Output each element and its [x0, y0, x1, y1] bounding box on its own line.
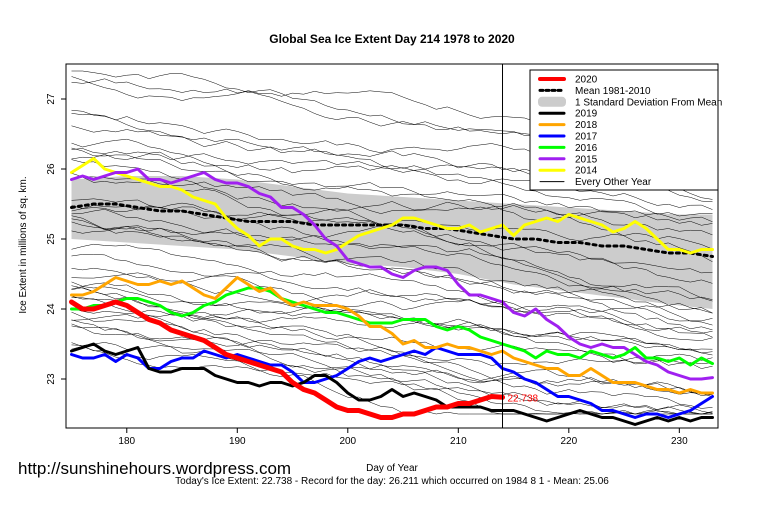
- every-other-year-line: [71, 243, 713, 334]
- every-other-year-line: [71, 147, 713, 226]
- legend-label: Mean 1981-2010: [575, 86, 651, 97]
- x-tick-label: 180: [118, 436, 135, 447]
- sd-band: [71, 176, 713, 309]
- every-other-year-line: [71, 215, 713, 331]
- y-axis-label: Ice Extent in millions of sq. km.: [18, 176, 29, 313]
- every-other-year-line: [71, 176, 713, 236]
- legend-label: 2015: [575, 154, 598, 165]
- series-line-2019: [70, 342, 714, 426]
- legend-label: 2020: [575, 75, 598, 86]
- source-url: http://sunshinehours.wordpress.com: [18, 459, 291, 478]
- y-tick-label: 24: [46, 303, 57, 315]
- every-other-year-line: [71, 323, 713, 409]
- every-other-year-line: [71, 254, 713, 341]
- legend-label: 2017: [575, 132, 598, 143]
- x-tick-label: 220: [560, 436, 577, 447]
- y-tick-label: 27: [46, 93, 57, 105]
- y-tick-label: 25: [46, 233, 57, 245]
- x-tick-label: 190: [229, 436, 246, 447]
- every-other-year-line: [71, 285, 713, 366]
- y-tick-label: 26: [46, 163, 57, 175]
- every-other-year-line: [71, 138, 713, 210]
- every-other-year-line: [71, 148, 713, 263]
- every-other-year-line: [71, 287, 713, 396]
- footer-summary: Today's Ice Extent: 22.738 - Record for …: [175, 476, 609, 487]
- chart-title: Global Sea Ice Extent Day 214 1978 to 20…: [269, 32, 515, 46]
- legend-label: Every Other Year: [575, 177, 652, 188]
- plot-area: 22.738 180 190 200 210 220 230 23 24 25 26 27 2020Me…: [46, 63, 722, 447]
- legend-label: 1 Standard Deviation From Mean: [575, 97, 722, 108]
- every-other-year-line: [71, 345, 713, 395]
- series-line-2016: [70, 286, 714, 367]
- legend-label: 2014: [575, 166, 598, 177]
- every-other-year-line: [71, 281, 713, 366]
- every-other-year-line: [71, 286, 713, 356]
- every-other-year-line: [71, 209, 713, 326]
- every-other-year-line: [71, 319, 713, 415]
- every-other-year-line: [71, 198, 713, 314]
- plot-border: [65, 63, 719, 429]
- every-other-year-line: [71, 342, 713, 415]
- series-line-2015: [70, 167, 714, 381]
- x-tick-label: 200: [339, 436, 356, 447]
- x-axis-label: Day of Year: [366, 463, 418, 474]
- every-other-year-line: [71, 297, 713, 369]
- series-line-2017: [70, 346, 714, 419]
- legend-label: 2016: [575, 143, 598, 154]
- legend-label: 2018: [575, 120, 598, 131]
- every-other-year-line: [71, 221, 713, 322]
- current-value-label: 22.738: [508, 393, 539, 404]
- every-other-year-line: [71, 325, 713, 415]
- every-other-year-line: [71, 311, 713, 414]
- legend-label: 2019: [575, 109, 598, 120]
- series-line-2014: [70, 157, 714, 255]
- series-line-2018: [70, 276, 714, 395]
- x-tick-label: 230: [671, 436, 688, 447]
- x-tick-label: 210: [450, 436, 467, 447]
- every-other-year-line: [71, 125, 713, 217]
- every-other-year-line: [71, 218, 713, 300]
- series-line-2020: [69, 299, 505, 420]
- legend-swatch: [538, 96, 566, 107]
- y-tick-label: 23: [46, 373, 57, 385]
